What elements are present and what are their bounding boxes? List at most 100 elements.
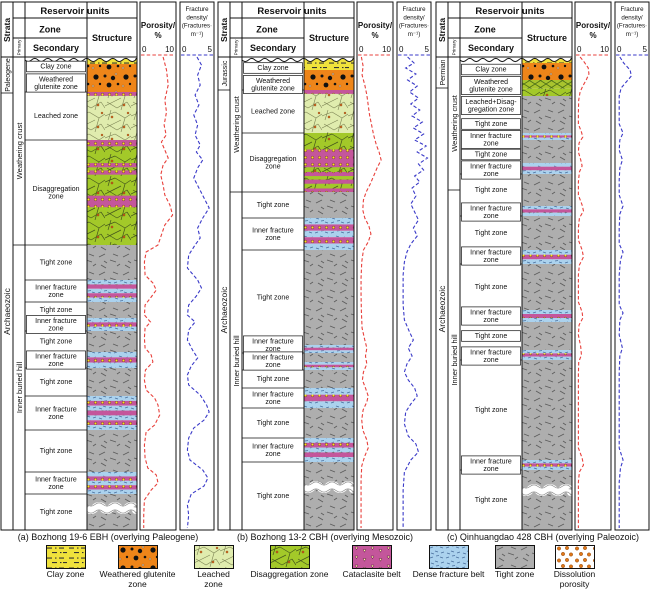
zone-label: Tight zone: [475, 230, 508, 237]
structure-zone-glutenite: [87, 64, 137, 92]
cataclasite-belt: [304, 171, 354, 177]
cataclasite-belt: [304, 149, 354, 168]
zone-label: zone: [483, 213, 498, 220]
cataclasite-belt: [304, 237, 354, 244]
break-edge: [521, 491, 573, 496]
zone-label: Inner fracture: [252, 391, 294, 398]
dense-fracture-belt: [87, 405, 137, 411]
zone-label: zone: [265, 235, 280, 242]
cataclasite-belt: [87, 476, 137, 481]
zone-label: Tight zone: [40, 509, 73, 516]
reservoir-units-header: Reservoir units: [40, 6, 109, 17]
cataclasite-belt: [304, 179, 354, 184]
zone-label: zone: [483, 466, 498, 473]
column-break: [301, 481, 358, 493]
zone-label-box: [243, 351, 303, 371]
fracture-track-border: [179, 1, 215, 531]
break-edge: [521, 484, 573, 489]
dense-fracture-belt: [87, 362, 137, 368]
panel-a: Paleogene Archaeozoic Weathering crust Inne…: [0, 1, 215, 542]
cataclasite-belt: [87, 140, 137, 147]
dense-fracture-belt: [522, 163, 572, 167]
dense-fracture-belt: [522, 206, 572, 210]
porosity-tick-min: 0: [359, 45, 364, 54]
structure-zone-tight: [522, 216, 572, 250]
zone-label-box: [461, 246, 521, 266]
structure-header: Structure: [92, 33, 132, 43]
zone-label: Inner fracture: [470, 309, 512, 316]
structure-zone-tight: [304, 192, 354, 218]
dense-fracture-belt: [304, 230, 354, 238]
zone-label: Weathered: [256, 78, 290, 85]
zone-label-box: [461, 330, 521, 342]
zone-label: Clay zone: [475, 67, 506, 74]
panel-b: Jurassic Archaeozoic Weathering crust Inner…: [217, 1, 432, 542]
strata-label: Permian: [440, 59, 447, 85]
zone-label: Weathered: [39, 76, 73, 83]
fracture-track-border: [614, 1, 650, 531]
zone-label-box: [461, 148, 521, 161]
zone-label: Inner fracture: [35, 476, 77, 483]
dense-fracture-belt: [87, 425, 137, 430]
cataclasite-belt: [87, 92, 137, 96]
zone-label: zone: [48, 361, 63, 368]
legend-label: Cataclasite belt: [342, 569, 401, 579]
zone-label: Inner fracture: [252, 338, 294, 345]
fracture-density-header-line: density/: [186, 14, 208, 21]
legend-item: Dissolution porosity: [543, 545, 607, 589]
zone-label: Tight zone: [475, 333, 508, 340]
catalg-pattern-swatch: [351, 545, 392, 569]
porosity-unit: %: [154, 31, 161, 40]
zone-label: Clay zone: [40, 64, 71, 71]
cataclasite-belt: [304, 224, 354, 231]
structure-zone-disaggregation: [522, 88, 572, 96]
cataclasite-belt: [522, 353, 572, 357]
zone-label: Weathered: [474, 79, 508, 86]
fracture-density-header-line: m⁻¹): [191, 31, 204, 38]
structure-zone-tight: [304, 462, 354, 530]
cataclasite-belt: [87, 195, 137, 208]
structure-zone-tight: [522, 96, 572, 133]
structure-zone-clay: [304, 59, 354, 70]
structure-zone-tight: [304, 370, 354, 388]
structure-zone-tight: [87, 368, 137, 396]
primary-zone-label: Inner buried hill: [15, 362, 24, 414]
fracture-density-header-line: m⁻¹): [408, 31, 421, 38]
secondary-header: Secondary: [33, 43, 79, 53]
break-edge: [303, 488, 355, 493]
glut-pattern-swatch: [117, 545, 158, 569]
zone-label-box: [461, 346, 521, 366]
strata-label: Paleogene: [5, 58, 12, 92]
dense-fracture-belt: [522, 137, 572, 140]
zone-label: glutenite zone: [469, 87, 513, 94]
fracture-tick-min: 0: [399, 45, 404, 54]
zone-header: Zone: [39, 25, 61, 35]
dense-fracture-belt: [304, 345, 354, 348]
clay-pattern-swatch: [45, 545, 86, 569]
primary-zone-label: Inner buried hill: [232, 335, 241, 387]
zone-label: zone: [48, 484, 63, 491]
dense-fracture-belt: [304, 243, 354, 250]
zone-label: zone: [48, 194, 63, 201]
strata-header: Strata: [437, 18, 447, 42]
primary-zone-label: Weathering crust: [450, 94, 459, 151]
structure-zone-leached: [304, 90, 354, 133]
dense-fracture-belt: [304, 350, 354, 353]
structure-zone-tight: [87, 302, 137, 318]
zone-label: Tight zone: [40, 307, 73, 314]
zone-label-box: [26, 315, 86, 334]
dense-pattern-swatch: [428, 545, 469, 569]
zone-label: Inner fracture: [470, 205, 512, 212]
structure-zone-clay: [87, 58, 137, 64]
strata-header: Strata: [219, 18, 229, 42]
zone-label: Tight zone: [40, 379, 73, 386]
strata-label: Jurassic: [222, 60, 229, 86]
cataclasite-belt: [304, 347, 354, 351]
legend: Clay zone Weathered glutenite zone Leached…: [0, 545, 650, 589]
structure-zone-tight: [87, 245, 137, 280]
zone-label-box: [461, 202, 521, 222]
dense-fracture-belt: [87, 318, 137, 323]
zone-label: Inner fracture: [470, 349, 512, 356]
panel-c: Permian Archaeozoic Weathering crust Inner …: [435, 1, 650, 542]
